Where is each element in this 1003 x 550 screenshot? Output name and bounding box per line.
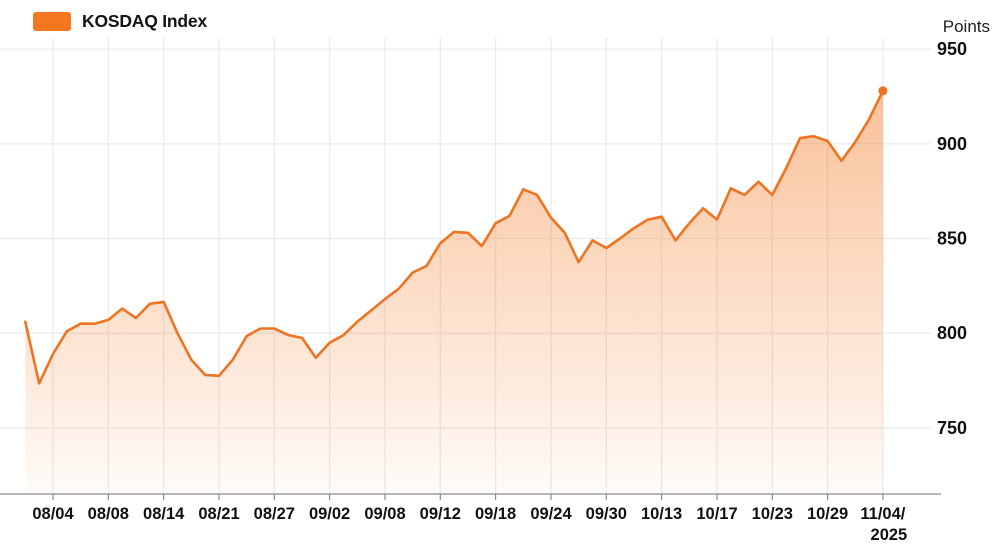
svg-text:950: 950: [937, 39, 967, 59]
svg-text:09/24: 09/24: [530, 505, 572, 523]
svg-text:900: 900: [937, 134, 967, 154]
svg-text:09/02: 09/02: [309, 505, 350, 523]
legend: KOSDAQ Index: [33, 11, 207, 32]
svg-text:10/29: 10/29: [807, 505, 848, 523]
svg-text:09/12: 09/12: [420, 505, 461, 523]
svg-text:10/17: 10/17: [696, 505, 737, 523]
svg-text:09/08: 09/08: [364, 505, 405, 523]
y-axis-unit-label: Points: [942, 17, 990, 36]
svg-text:09/30: 09/30: [586, 505, 627, 523]
svg-text:800: 800: [937, 323, 967, 343]
svg-text:08/04: 08/04: [32, 505, 74, 523]
svg-text:09/18: 09/18: [475, 505, 516, 523]
svg-text:08/27: 08/27: [254, 505, 295, 523]
svg-text:2025: 2025: [871, 526, 908, 544]
svg-text:08/14: 08/14: [143, 505, 185, 523]
svg-text:11/04/: 11/04/: [860, 505, 905, 523]
legend-label: KOSDAQ Index: [82, 11, 207, 31]
svg-text:08/08: 08/08: [88, 505, 129, 523]
svg-text:10/13: 10/13: [641, 505, 682, 523]
svg-text:850: 850: [937, 229, 967, 249]
legend-swatch-icon: [33, 12, 71, 31]
svg-text:750: 750: [937, 418, 967, 438]
svg-text:08/21: 08/21: [198, 505, 239, 523]
svg-text:10/23: 10/23: [752, 505, 793, 523]
